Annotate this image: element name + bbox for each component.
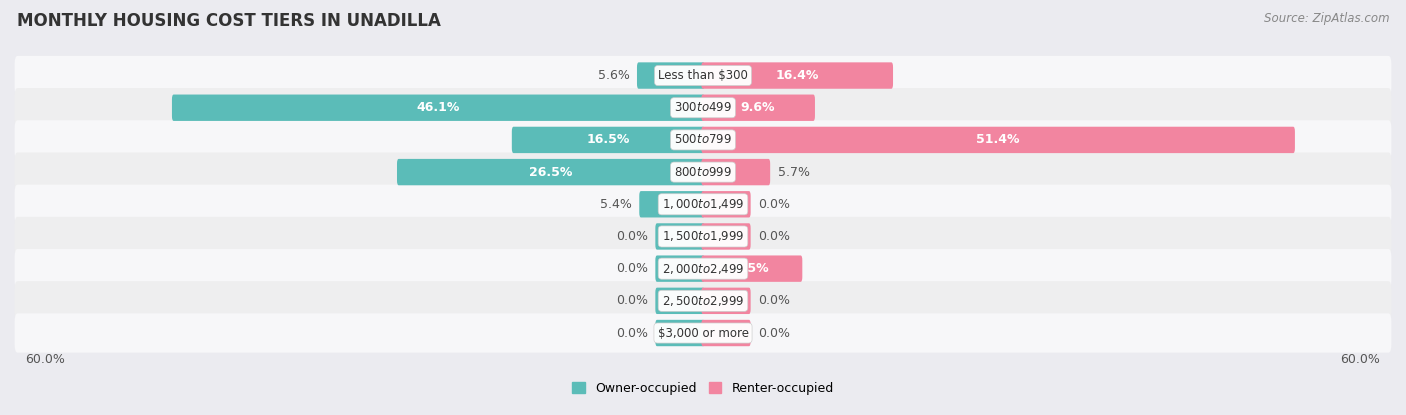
Text: $1,000 to $1,499: $1,000 to $1,499 [662, 197, 744, 211]
Text: 0.0%: 0.0% [758, 198, 790, 211]
Text: 5.6%: 5.6% [598, 69, 630, 82]
FancyBboxPatch shape [14, 56, 1392, 95]
Text: $3,000 or more: $3,000 or more [658, 327, 748, 339]
FancyBboxPatch shape [702, 320, 751, 346]
Text: $2,500 to $2,999: $2,500 to $2,999 [662, 294, 744, 308]
Text: 0.0%: 0.0% [616, 230, 648, 243]
Legend: Owner-occupied, Renter-occupied: Owner-occupied, Renter-occupied [568, 377, 838, 400]
Text: 60.0%: 60.0% [25, 353, 66, 366]
Text: 0.0%: 0.0% [616, 262, 648, 275]
Text: 16.5%: 16.5% [586, 133, 630, 146]
Text: 51.4%: 51.4% [976, 133, 1019, 146]
Text: 16.4%: 16.4% [776, 69, 818, 82]
Text: $1,500 to $1,999: $1,500 to $1,999 [662, 229, 744, 244]
FancyBboxPatch shape [655, 256, 704, 282]
Text: 9.6%: 9.6% [741, 101, 775, 114]
FancyBboxPatch shape [14, 185, 1392, 224]
FancyBboxPatch shape [655, 223, 704, 250]
Text: 0.0%: 0.0% [616, 327, 648, 339]
FancyBboxPatch shape [702, 256, 803, 282]
FancyBboxPatch shape [702, 95, 815, 121]
Text: 26.5%: 26.5% [529, 166, 572, 178]
FancyBboxPatch shape [14, 152, 1392, 192]
Text: $300 to $499: $300 to $499 [673, 101, 733, 114]
FancyBboxPatch shape [640, 191, 704, 217]
Text: MONTHLY HOUSING COST TIERS IN UNADILLA: MONTHLY HOUSING COST TIERS IN UNADILLA [17, 12, 440, 30]
Text: 0.0%: 0.0% [758, 327, 790, 339]
FancyBboxPatch shape [702, 288, 751, 314]
FancyBboxPatch shape [14, 281, 1392, 320]
FancyBboxPatch shape [14, 313, 1392, 353]
FancyBboxPatch shape [702, 127, 1295, 153]
FancyBboxPatch shape [14, 217, 1392, 256]
Text: 0.0%: 0.0% [616, 294, 648, 308]
Text: 5.7%: 5.7% [778, 166, 810, 178]
Text: Less than $300: Less than $300 [658, 69, 748, 82]
Text: $2,000 to $2,499: $2,000 to $2,499 [662, 261, 744, 276]
FancyBboxPatch shape [14, 120, 1392, 159]
FancyBboxPatch shape [512, 127, 704, 153]
Text: 0.0%: 0.0% [758, 294, 790, 308]
Text: 46.1%: 46.1% [416, 101, 460, 114]
FancyBboxPatch shape [637, 62, 704, 89]
Text: $800 to $999: $800 to $999 [673, 166, 733, 178]
FancyBboxPatch shape [702, 223, 751, 250]
FancyBboxPatch shape [396, 159, 704, 185]
Text: 8.5%: 8.5% [734, 262, 769, 275]
FancyBboxPatch shape [702, 62, 893, 89]
FancyBboxPatch shape [172, 95, 704, 121]
FancyBboxPatch shape [655, 320, 704, 346]
Text: 5.4%: 5.4% [600, 198, 631, 211]
Text: $500 to $799: $500 to $799 [673, 133, 733, 146]
Text: 0.0%: 0.0% [758, 230, 790, 243]
FancyBboxPatch shape [655, 288, 704, 314]
FancyBboxPatch shape [14, 88, 1392, 127]
FancyBboxPatch shape [14, 249, 1392, 288]
FancyBboxPatch shape [702, 191, 751, 217]
FancyBboxPatch shape [702, 159, 770, 185]
Text: 60.0%: 60.0% [1340, 353, 1381, 366]
Text: Source: ZipAtlas.com: Source: ZipAtlas.com [1264, 12, 1389, 25]
